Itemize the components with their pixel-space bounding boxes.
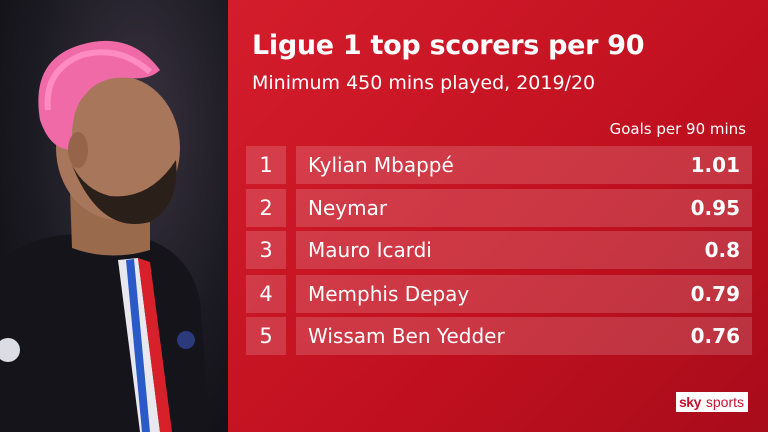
player-name: Mauro Icardi — [308, 238, 432, 262]
table-row: 5 Wissam Ben Yedder 0.76 — [246, 317, 752, 355]
chart-subtitle: Minimum 450 mins played, 2019/20 — [252, 72, 596, 94]
logo-sports: sports — [703, 392, 748, 412]
player-name: Kylian Mbappé — [308, 153, 454, 177]
row-bar: Wissam Ben Yedder 0.76 — [296, 317, 752, 355]
goals-per-90-value: 1.01 — [690, 153, 740, 177]
rank-cell: 5 — [246, 317, 286, 355]
stats-panel: Ligue 1 top scorers per 90 Minimum 450 m… — [228, 0, 768, 432]
player-name: Wissam Ben Yedder — [308, 324, 505, 348]
table-row: 3 Mauro Icardi 0.8 — [246, 231, 752, 269]
column-header: Goals per 90 mins — [609, 120, 746, 138]
rank-cell: 1 — [246, 146, 286, 184]
row-bar: Memphis Depay 0.79 — [296, 275, 752, 313]
rank-cell: 2 — [246, 189, 286, 227]
rank-cell: 4 — [246, 275, 286, 313]
goals-per-90-value: 0.8 — [704, 238, 740, 262]
player-photo — [0, 0, 228, 432]
chart-title: Ligue 1 top scorers per 90 — [252, 30, 645, 61]
player-illustration — [0, 40, 210, 432]
rank-cell: 3 — [246, 231, 286, 269]
goals-per-90-value: 0.95 — [690, 196, 740, 220]
player-name: Memphis Depay — [308, 282, 470, 306]
logo-sky: sky — [676, 392, 704, 412]
table-row: 2 Neymar 0.95 — [246, 189, 752, 227]
row-bar: Kylian Mbappé 1.01 — [296, 146, 752, 184]
goals-per-90-value: 0.79 — [690, 282, 740, 306]
table-row: 1 Kylian Mbappé 1.01 — [246, 146, 752, 184]
sky-sports-logo: sky sports — [676, 392, 748, 412]
table-row: 4 Memphis Depay 0.79 — [246, 275, 752, 313]
player-name: Neymar — [308, 196, 388, 220]
row-bar: Neymar 0.95 — [296, 189, 752, 227]
row-bar: Mauro Icardi 0.8 — [296, 231, 752, 269]
goals-per-90-value: 0.76 — [690, 324, 740, 348]
